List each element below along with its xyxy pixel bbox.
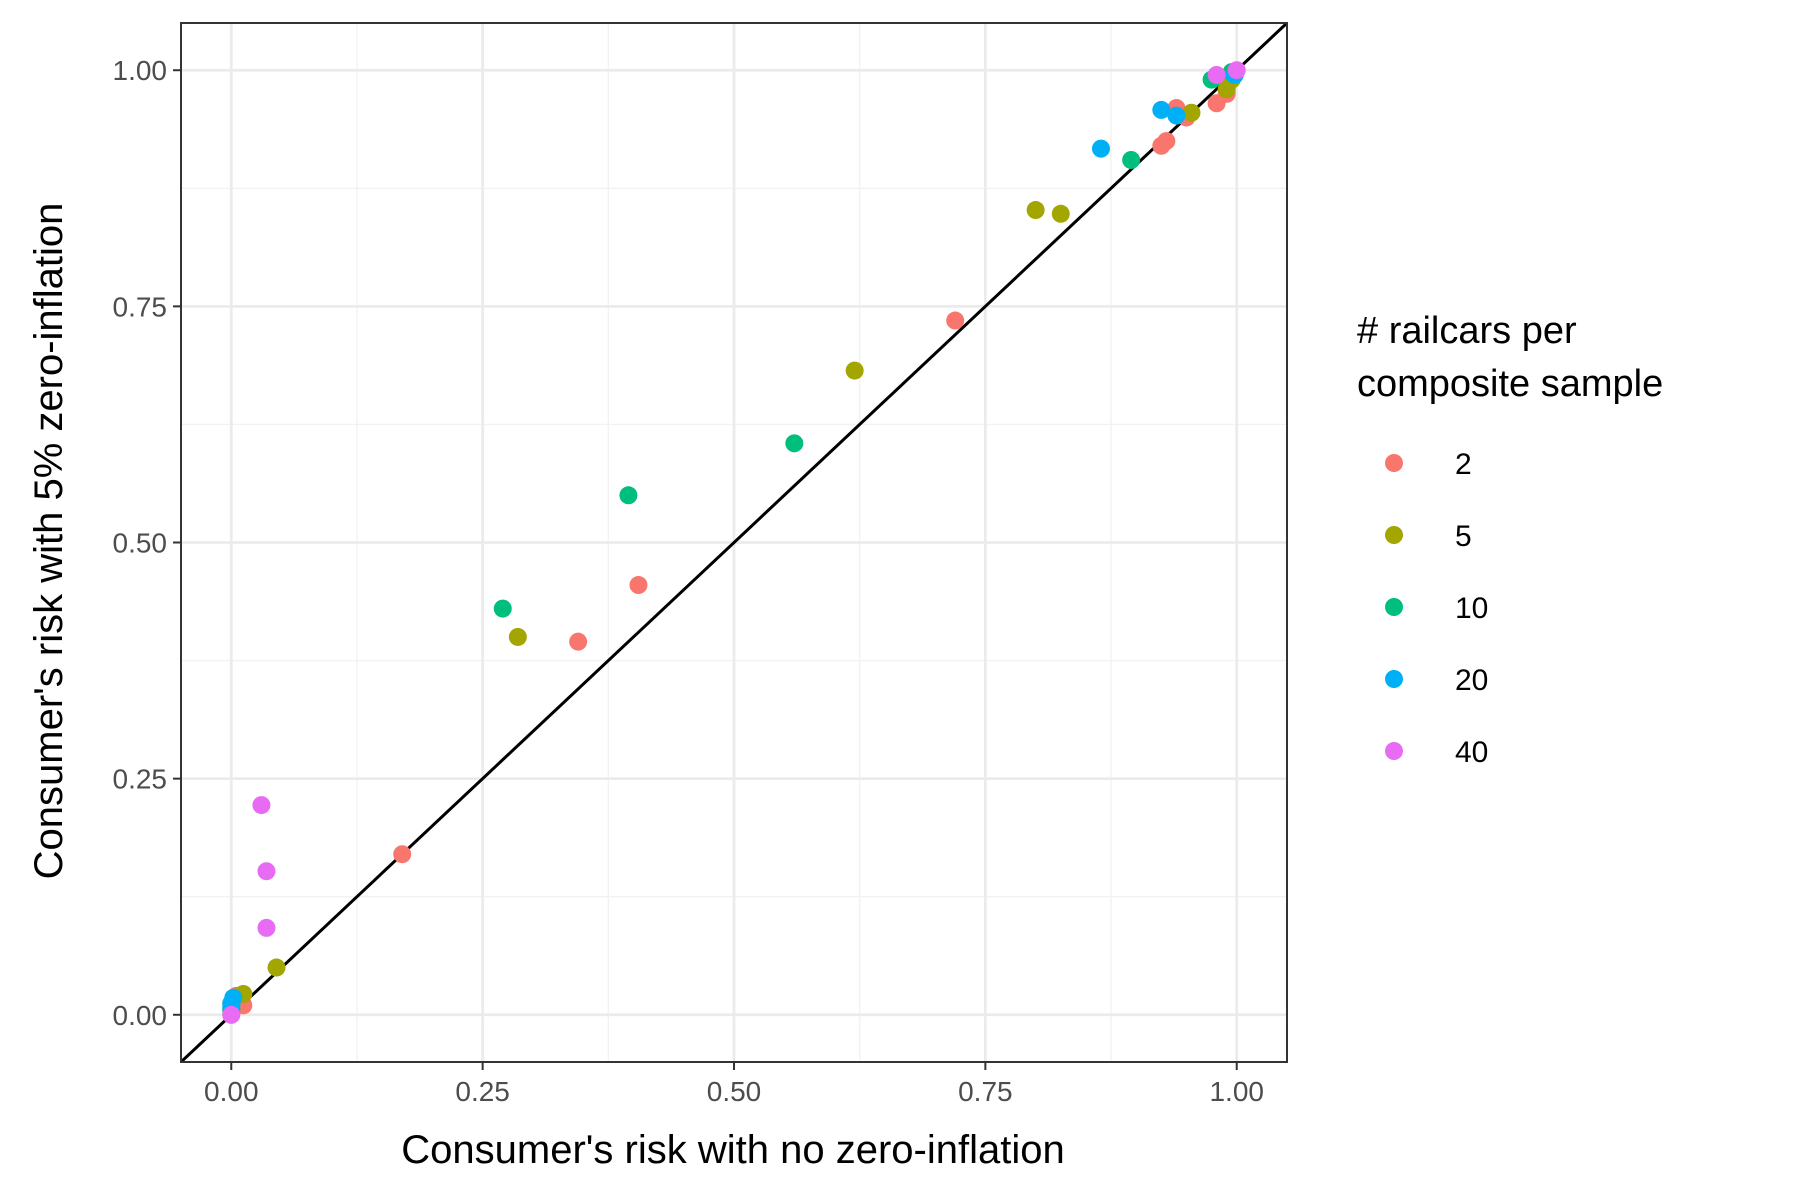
y-tick-label: 1.00 xyxy=(113,55,168,86)
point-series-5 xyxy=(1182,103,1201,122)
y-tick-label: 0.75 xyxy=(113,291,168,322)
point-series-20 xyxy=(224,988,243,1007)
point-series-2 xyxy=(393,845,412,864)
legend-key-40 xyxy=(1385,742,1403,760)
y-axis-ticks: 0.00 0.25 0.50 0.75 1.00 xyxy=(113,55,181,1031)
legend-key-2 xyxy=(1385,454,1403,472)
legend-label-5: 5 xyxy=(1455,520,1472,553)
point-series-40 xyxy=(1207,65,1226,84)
legend-key-10 xyxy=(1385,598,1403,616)
y-tick-label: 0.50 xyxy=(113,528,168,559)
point-series-40 xyxy=(1227,61,1246,80)
legend-label-10: 10 xyxy=(1455,592,1488,625)
reference-line-group xyxy=(179,21,1289,1064)
x-tick-label: 0.50 xyxy=(707,1076,762,1107)
point-series-20 xyxy=(1091,139,1110,158)
point-series-2 xyxy=(569,632,588,651)
legend-key-5 xyxy=(1385,526,1403,544)
point-series-10 xyxy=(619,486,638,505)
x-tick-label: 0.25 xyxy=(455,1076,510,1107)
point-series-2 xyxy=(1157,132,1176,151)
point-series-10 xyxy=(1122,150,1141,169)
legend-title-line-2: composite sample xyxy=(1357,363,1663,405)
point-series-40 xyxy=(257,862,276,881)
point-series-5 xyxy=(508,627,527,646)
y-tick-label: 0.00 xyxy=(113,1000,168,1031)
x-tick-label: 1.00 xyxy=(1209,1076,1264,1107)
point-series-40 xyxy=(222,1005,241,1024)
point-series-5 xyxy=(1026,201,1045,220)
legend-label-2: 2 xyxy=(1455,448,1472,481)
x-axis-ticks: 0.00 0.25 0.50 0.75 1.00 xyxy=(204,1062,1264,1107)
legend-label-20: 20 xyxy=(1455,664,1488,697)
x-tick-label: 0.00 xyxy=(204,1076,259,1107)
point-series-5 xyxy=(1051,204,1070,223)
identity-line xyxy=(179,21,1289,1064)
x-tick-label: 0.75 xyxy=(958,1076,1013,1107)
point-series-10 xyxy=(785,434,804,453)
point-series-5 xyxy=(267,958,286,977)
x-axis-title: Consumer's risk with no zero-inflation xyxy=(401,1128,1064,1172)
data-points xyxy=(222,61,1246,1024)
legend-items: 2 5 10 20 40 xyxy=(1385,448,1488,769)
y-tick-label: 0.25 xyxy=(113,764,168,795)
point-series-40 xyxy=(257,918,276,937)
point-series-40 xyxy=(252,796,271,815)
point-series-20 xyxy=(1167,106,1186,125)
legend-label-40: 40 xyxy=(1455,736,1488,769)
point-series-5 xyxy=(845,361,864,380)
point-series-20 xyxy=(1152,100,1171,119)
legend: # railcars per composite sample 2 5 10 20 40 xyxy=(1357,310,1663,769)
legend-title-line-1: # railcars per xyxy=(1357,310,1577,352)
point-series-10 xyxy=(493,599,512,618)
point-series-2 xyxy=(629,576,648,595)
y-axis-title: Consumer's risk with 5% zero-inflation xyxy=(27,203,71,880)
point-series-2 xyxy=(946,311,965,330)
legend-key-20 xyxy=(1385,670,1403,688)
